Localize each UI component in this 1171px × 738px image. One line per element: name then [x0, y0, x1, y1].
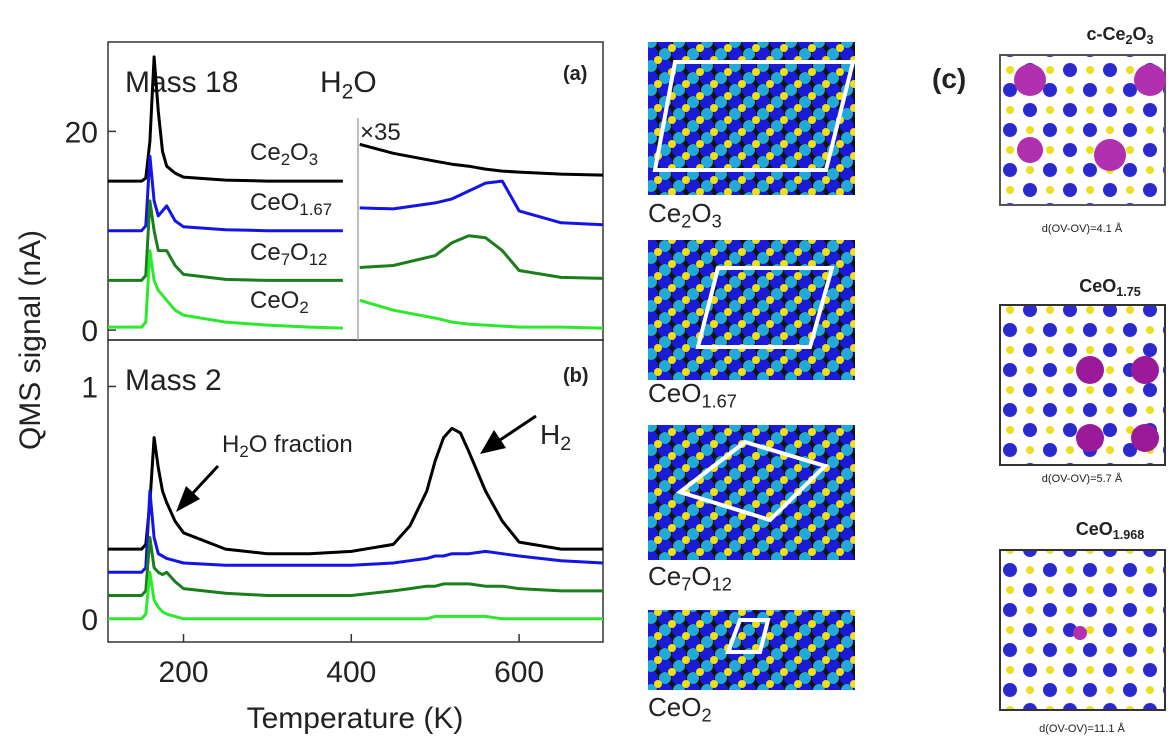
- x-tick-label: 400: [326, 656, 376, 689]
- series-label: CeO2: [250, 287, 309, 317]
- panel-c: (c) c-Ce2O3 CeO1.75 CeO1.968 d(OV-OV)=4.…: [932, 24, 1166, 735]
- y-tick-label: 0: [81, 315, 98, 348]
- y-tick-label: 20: [65, 116, 98, 149]
- y-axis-label: QMS signal (nA): [14, 230, 47, 450]
- unit-cell: [725, 618, 771, 654]
- structure-label: CeO1.67: [648, 378, 737, 411]
- atom: [1014, 64, 1046, 96]
- atom: [1094, 139, 1126, 171]
- atom: [1076, 356, 1104, 384]
- annotation: H2: [540, 419, 571, 455]
- atom: [1073, 626, 1087, 640]
- distance-label: d(OV-OV)=11.1 Å: [1039, 722, 1125, 735]
- atom: [1076, 424, 1104, 452]
- annotation: H2O: [320, 66, 377, 103]
- distance-label: d(OV-OV)=4.1 Å: [1042, 222, 1123, 235]
- y-tick-label: 1: [81, 371, 98, 404]
- panel-label: (a): [563, 63, 587, 85]
- structure-title: CeO1.75: [1079, 276, 1141, 299]
- annotation: Mass 2: [125, 364, 222, 397]
- structure-image: [648, 240, 855, 380]
- unit-cell: [675, 439, 829, 523]
- structure-image: [999, 549, 1166, 711]
- atom: [1134, 64, 1166, 96]
- atom: [1131, 424, 1159, 452]
- series-line: [108, 536, 603, 597]
- panel-frame: [107, 339, 604, 643]
- x-tick-label: 200: [158, 656, 208, 689]
- series-line: [108, 570, 603, 621]
- y-tick-label: 0: [81, 604, 98, 637]
- atom: [1131, 356, 1159, 384]
- series-line: [108, 489, 604, 574]
- series-label: Ce2O3: [250, 139, 318, 169]
- annotation: H2O fraction: [222, 431, 353, 461]
- annotation: Mass 18: [125, 66, 238, 99]
- series-line: [108, 199, 604, 282]
- unit-cell: [695, 266, 835, 349]
- series-label: Ce7O12: [250, 239, 327, 269]
- x-axis-label: Temperature (K): [247, 702, 464, 735]
- series-line: [108, 426, 603, 556]
- x-tick-label: 600: [494, 656, 544, 689]
- series-line: [108, 55, 604, 183]
- arrow: [176, 464, 220, 512]
- structure-label: Ce7O12: [648, 561, 732, 594]
- annotation: ×35: [360, 119, 401, 146]
- series-line: [108, 154, 604, 233]
- structures: Ce2O3 CeO1.67 Ce7O12 CeO2: [648, 42, 856, 725]
- series-line: [108, 249, 604, 330]
- structure-title: c-Ce2O3: [1086, 24, 1153, 47]
- panel-label: (c): [932, 63, 966, 94]
- structure-title: CeO1.968: [1076, 519, 1145, 542]
- unit-cell: [652, 60, 856, 172]
- distance-label: d(OV-OV)=5.7 Å: [1042, 472, 1123, 485]
- panel-label: (b): [563, 365, 589, 387]
- structure-label: CeO2: [648, 692, 712, 725]
- structure-label: Ce2O3: [648, 198, 722, 231]
- arrow: [480, 414, 537, 454]
- chart: Mass 18 H2O ×35 (a) Mass 2 (b) H2O fract…: [14, 41, 604, 735]
- series-label: CeO1.67: [250, 189, 332, 219]
- atom: [1017, 137, 1043, 163]
- structure-image: [648, 42, 855, 195]
